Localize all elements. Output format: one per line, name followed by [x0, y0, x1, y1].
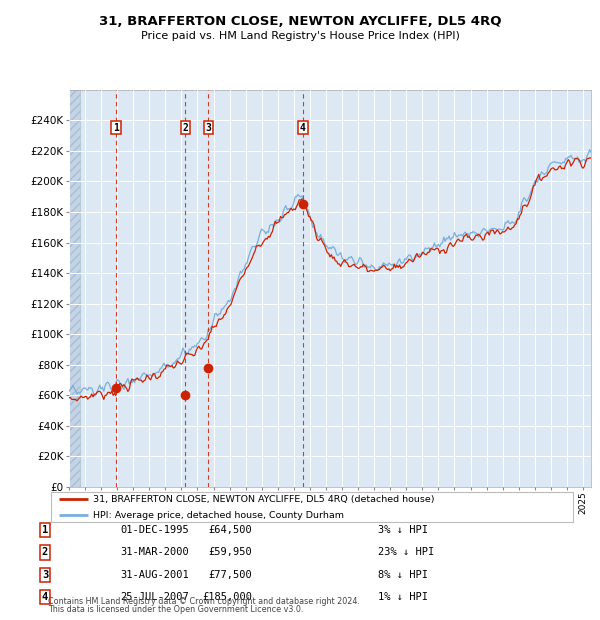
Text: 1: 1	[113, 123, 119, 133]
FancyBboxPatch shape	[50, 492, 574, 522]
Text: 31, BRAFFERTON CLOSE, NEWTON AYCLIFFE, DL5 4RQ (detached house): 31, BRAFFERTON CLOSE, NEWTON AYCLIFFE, D…	[93, 495, 434, 504]
Text: This data is licensed under the Open Government Licence v3.0.: This data is licensed under the Open Gov…	[48, 604, 304, 614]
Text: Price paid vs. HM Land Registry's House Price Index (HPI): Price paid vs. HM Land Registry's House …	[140, 31, 460, 41]
Text: 3: 3	[42, 570, 48, 580]
Text: 8% ↓ HPI: 8% ↓ HPI	[378, 570, 428, 580]
Text: £59,950: £59,950	[208, 547, 252, 557]
Text: 01-DEC-1995: 01-DEC-1995	[120, 525, 189, 535]
Text: 2: 2	[182, 123, 188, 133]
Text: 31-MAR-2000: 31-MAR-2000	[120, 547, 189, 557]
Text: 25-JUL-2007: 25-JUL-2007	[120, 592, 189, 602]
Text: 23% ↓ HPI: 23% ↓ HPI	[378, 547, 434, 557]
Text: £64,500: £64,500	[208, 525, 252, 535]
Text: 4: 4	[42, 592, 48, 602]
Text: 2: 2	[42, 547, 48, 557]
Text: 31-AUG-2001: 31-AUG-2001	[120, 570, 189, 580]
Text: 1% ↓ HPI: 1% ↓ HPI	[378, 592, 428, 602]
Bar	[69, 90, 80, 487]
Text: 3: 3	[205, 123, 211, 133]
Text: Contains HM Land Registry data © Crown copyright and database right 2024.: Contains HM Land Registry data © Crown c…	[48, 596, 360, 606]
Text: 4: 4	[300, 123, 306, 133]
Text: £77,500: £77,500	[208, 570, 252, 580]
Text: HPI: Average price, detached house, County Durham: HPI: Average price, detached house, Coun…	[93, 511, 344, 520]
Text: 31, BRAFFERTON CLOSE, NEWTON AYCLIFFE, DL5 4RQ: 31, BRAFFERTON CLOSE, NEWTON AYCLIFFE, D…	[99, 16, 501, 28]
Text: 1: 1	[42, 525, 48, 535]
Text: 3% ↓ HPI: 3% ↓ HPI	[378, 525, 428, 535]
Text: £185,000: £185,000	[202, 592, 252, 602]
Bar	[69, 90, 80, 487]
